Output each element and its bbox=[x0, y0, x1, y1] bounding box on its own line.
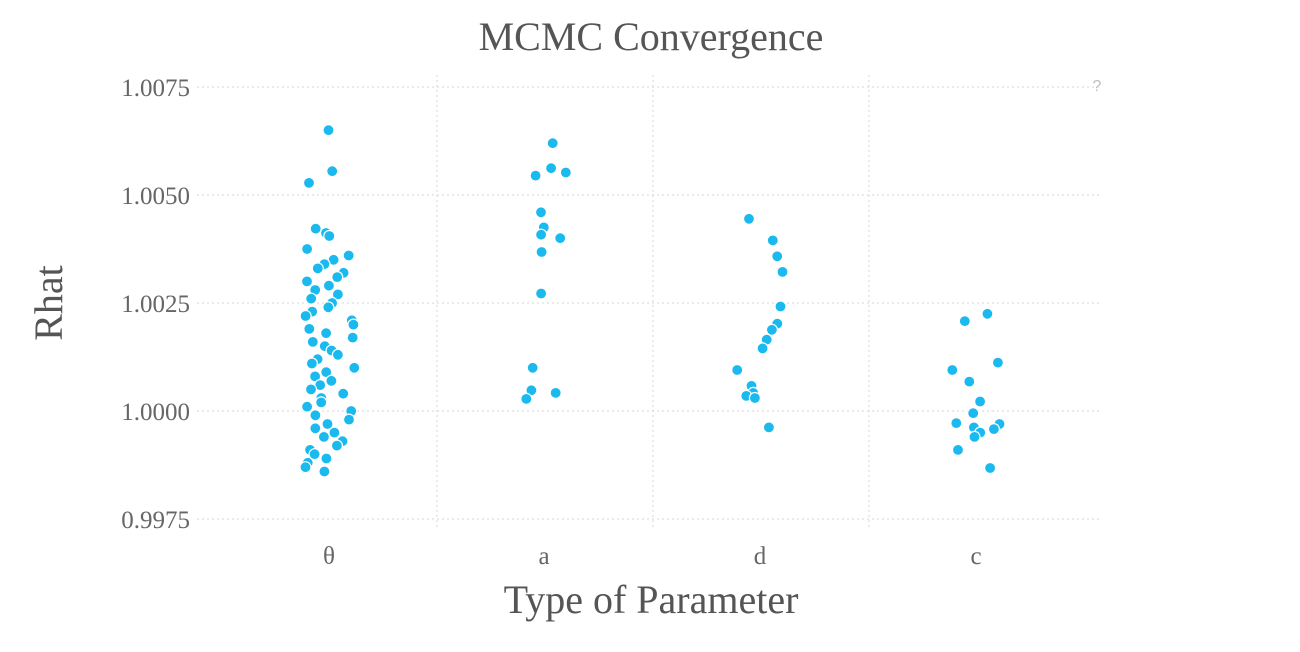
data-point[interactable] bbox=[762, 421, 776, 434]
data-point[interactable] bbox=[321, 417, 334, 431]
x-tick-label: a bbox=[538, 543, 549, 570]
data-point[interactable] bbox=[320, 366, 333, 379]
data-point[interactable] bbox=[331, 288, 344, 301]
data-point[interactable] bbox=[317, 430, 330, 443]
data-point[interactable] bbox=[309, 422, 322, 435]
data-point[interactable] bbox=[299, 461, 312, 474]
data-point[interactable] bbox=[302, 176, 316, 189]
data-point[interactable] bbox=[776, 265, 789, 278]
data-point[interactable] bbox=[951, 443, 965, 456]
data-point[interactable] bbox=[331, 348, 344, 361]
data-point[interactable] bbox=[535, 245, 548, 259]
y-tick-label: 1.0025 bbox=[121, 291, 190, 318]
data-points bbox=[299, 124, 1006, 478]
data-point[interactable] bbox=[968, 430, 981, 443]
data-point[interactable] bbox=[963, 375, 976, 388]
y-tick-label: 0.9975 bbox=[121, 507, 190, 534]
data-point[interactable] bbox=[308, 448, 321, 461]
data-point[interactable] bbox=[331, 271, 344, 284]
data-point[interactable] bbox=[742, 212, 756, 225]
data-point[interactable] bbox=[299, 309, 312, 323]
data-point[interactable] bbox=[309, 409, 322, 422]
data-point[interactable] bbox=[337, 387, 350, 400]
data-point[interactable] bbox=[348, 361, 361, 374]
data-point[interactable] bbox=[342, 413, 356, 426]
x-tick-label: d bbox=[754, 543, 767, 570]
data-point[interactable] bbox=[950, 417, 963, 430]
data-point[interactable] bbox=[520, 392, 533, 405]
data-point[interactable] bbox=[301, 242, 314, 256]
chart-title: MCMC Convergence bbox=[479, 14, 824, 59]
data-point[interactable] bbox=[526, 361, 539, 374]
y-tick-label: 1.0050 bbox=[121, 183, 190, 210]
data-point[interactable] bbox=[987, 423, 1001, 436]
data-point[interactable] bbox=[318, 465, 331, 478]
data-point[interactable] bbox=[323, 229, 336, 243]
data-point[interactable] bbox=[991, 356, 1005, 369]
data-point[interactable] bbox=[322, 279, 335, 292]
data-point[interactable] bbox=[983, 461, 997, 475]
data-point[interactable] bbox=[346, 331, 359, 344]
data-point[interactable] bbox=[534, 206, 548, 219]
data-point[interactable] bbox=[774, 300, 787, 313]
data-point[interactable] bbox=[981, 307, 994, 320]
data-point[interactable] bbox=[315, 396, 328, 409]
data-point[interactable] bbox=[300, 275, 314, 288]
y-tick-label: 1.0000 bbox=[121, 399, 190, 426]
data-point[interactable] bbox=[731, 363, 744, 377]
data-point[interactable] bbox=[325, 374, 338, 387]
data-point[interactable] bbox=[946, 363, 959, 377]
data-point[interactable] bbox=[347, 318, 360, 331]
data-point[interactable] bbox=[958, 315, 971, 328]
data-point[interactable] bbox=[766, 234, 779, 247]
data-point[interactable] bbox=[326, 165, 339, 178]
x-tick-label: c bbox=[970, 543, 981, 570]
data-point[interactable] bbox=[305, 292, 318, 305]
data-point[interactable] bbox=[342, 249, 355, 262]
data-point[interactable] bbox=[748, 391, 762, 405]
data-point[interactable] bbox=[322, 124, 335, 137]
data-point[interactable] bbox=[304, 383, 318, 396]
data-point[interactable] bbox=[328, 426, 341, 439]
x-axis-title: Type of Parameter bbox=[504, 577, 799, 622]
data-point[interactable] bbox=[306, 335, 319, 348]
data-point[interactable] bbox=[534, 287, 548, 300]
x-tick-label: θ bbox=[323, 543, 335, 570]
data-point[interactable] bbox=[301, 400, 314, 413]
y-axis: 1.0075 1.0050 1.0025 1.0000 0.9975 bbox=[121, 75, 190, 534]
data-point[interactable] bbox=[967, 407, 980, 420]
data-point[interactable] bbox=[320, 327, 333, 340]
y-axis-title: Rhat bbox=[26, 265, 71, 341]
data-point[interactable] bbox=[549, 386, 562, 399]
data-point[interactable] bbox=[309, 222, 322, 235]
data-point[interactable] bbox=[311, 262, 324, 275]
data-point[interactable] bbox=[534, 228, 548, 241]
data-point[interactable] bbox=[559, 166, 572, 179]
data-point[interactable] bbox=[771, 250, 784, 263]
y-tick-label: 1.0075 bbox=[121, 75, 190, 102]
data-point[interactable] bbox=[554, 232, 567, 245]
data-point[interactable] bbox=[303, 322, 316, 335]
data-point[interactable] bbox=[322, 301, 335, 314]
data-point[interactable] bbox=[320, 452, 333, 465]
data-point[interactable] bbox=[305, 357, 318, 370]
data-point[interactable] bbox=[544, 162, 558, 175]
data-point[interactable] bbox=[973, 395, 987, 408]
data-point[interactable] bbox=[330, 439, 343, 452]
data-point[interactable] bbox=[529, 169, 542, 182]
data-point[interactable] bbox=[546, 137, 559, 150]
data-point[interactable] bbox=[756, 342, 769, 355]
data-point[interactable] bbox=[765, 323, 779, 336]
